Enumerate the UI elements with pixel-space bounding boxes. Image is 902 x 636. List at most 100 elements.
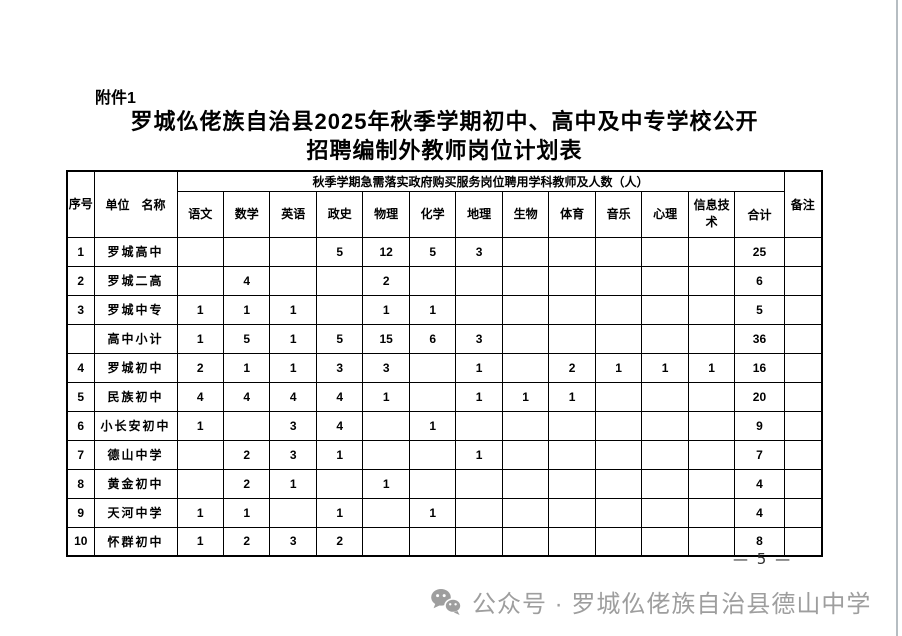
table-header-row-2: 语文 数学 英语 政史 物理 化学 地理 生物 体育 音乐 心理 信息技术 合计	[67, 190, 822, 238]
cell-value: 1	[408, 497, 457, 528]
cell-value: 1	[176, 526, 224, 557]
cell-total: 4	[734, 468, 785, 499]
cell-value	[455, 497, 503, 528]
header-subject-7: 地理	[455, 190, 503, 238]
header-subject-1: 语文	[176, 190, 224, 238]
cell-unit: 罗城中专	[93, 294, 178, 325]
header-subject-4: 政史	[315, 190, 364, 238]
cell-total: 25	[734, 236, 785, 267]
cell-unit: 罗城初中	[93, 352, 178, 383]
cell-value	[455, 265, 503, 296]
cell-value: 1	[501, 381, 550, 412]
table-row: 10 怀群初中 1 2 3 2 8	[66, 526, 823, 557]
cell-value	[176, 468, 224, 499]
header-subject-5: 物理	[362, 190, 410, 238]
header-subject-2: 数学	[222, 190, 271, 238]
cell-value	[408, 468, 457, 499]
cell-value: 1	[362, 381, 410, 412]
cell-value: 3	[269, 410, 317, 441]
cell-value	[269, 236, 317, 267]
header-subject-9: 体育	[548, 190, 596, 238]
cell-remark	[783, 497, 823, 528]
cell-value	[594, 265, 643, 296]
header-subject-12: 信息技术	[687, 190, 736, 238]
cell-value	[687, 294, 736, 325]
cell-remark	[783, 468, 823, 499]
page-title-line1: 罗城仫佬族自治县2025年秋季学期初中、高中及中专学校公开	[130, 109, 759, 134]
cell-value	[687, 439, 736, 470]
cell-value: 6	[408, 323, 457, 354]
cell-remark	[783, 526, 823, 557]
cell-value: 1	[408, 410, 457, 441]
cell-seq: 8	[66, 468, 95, 499]
cell-value	[315, 265, 364, 296]
cell-value: 1	[176, 410, 224, 441]
cell-seq: 6	[66, 410, 95, 441]
cell-seq: 5	[66, 381, 95, 412]
cell-value: 4	[315, 381, 364, 412]
cell-unit: 罗城高中	[93, 236, 178, 267]
cell-value	[594, 323, 643, 354]
page-title-line2: 招聘编制外教师岗位计划表	[306, 138, 583, 163]
table-row: 6 小长安初中 1 3 4 1 9	[66, 410, 823, 441]
cell-value	[455, 526, 503, 557]
page-edge-divider	[896, 0, 898, 636]
cell-value: 5	[408, 236, 457, 267]
cell-value: 1	[176, 323, 224, 354]
table-row: 4 罗城初中 2 1 1 3 3 1 2 1 1 1 16	[66, 352, 823, 383]
cell-value	[594, 236, 643, 267]
header-subject-8: 生物	[501, 190, 550, 238]
cell-value: 1	[222, 352, 271, 383]
cell-value: 1	[687, 352, 736, 383]
cell-value	[687, 323, 736, 354]
cell-value: 15	[362, 323, 410, 354]
cell-value	[687, 236, 736, 267]
cell-value: 1	[548, 381, 596, 412]
cell-value	[641, 439, 689, 470]
cell-value: 1	[222, 294, 271, 325]
cell-value: 1	[222, 497, 271, 528]
cell-value	[594, 526, 643, 557]
cell-value	[362, 526, 410, 557]
cell-value	[641, 526, 689, 557]
table-row: 高中小计 1 5 1 5 15 6 3 36	[66, 323, 823, 354]
cell-value	[269, 265, 317, 296]
cell-unit: 民族初中	[93, 381, 178, 412]
cell-seq: 4	[66, 352, 95, 383]
cell-value	[222, 236, 271, 267]
cell-value: 1	[176, 497, 224, 528]
cell-total: 20	[734, 381, 785, 412]
table-header-row-1: 序号 单位 名称 秋季学期急需落实政府购买服务岗位聘用学科教师及人数（人） 备注	[66, 170, 823, 238]
cell-value: 2	[362, 265, 410, 296]
cell-total: 9	[734, 410, 785, 441]
cell-value: 3	[455, 236, 503, 267]
cell-value: 4	[222, 381, 271, 412]
cell-value	[687, 410, 736, 441]
cell-value	[176, 236, 224, 267]
page-title: 罗城仫佬族自治县2025年秋季学期初中、高中及中专学校公开 招聘编制外教师岗位计…	[66, 107, 823, 165]
cell-value	[501, 410, 550, 441]
cell-value	[594, 294, 643, 325]
cell-unit: 怀群初中	[93, 526, 178, 557]
cell-unit: 黄金初中	[93, 468, 178, 499]
cell-value	[641, 323, 689, 354]
cell-value	[408, 352, 457, 383]
wechat-footer: 公众号 · 罗城仫佬族自治县德山中学	[430, 584, 871, 619]
cell-value	[501, 352, 550, 383]
cell-value	[501, 439, 550, 470]
cell-remark	[783, 410, 823, 441]
header-seq: 序号	[66, 170, 95, 238]
header-subject-6: 化学	[408, 190, 457, 238]
cell-value	[687, 265, 736, 296]
cell-value: 2	[222, 468, 271, 499]
cell-total: 4	[734, 497, 785, 528]
cell-value: 3	[362, 352, 410, 383]
cell-value: 1	[269, 294, 317, 325]
cell-value	[687, 381, 736, 412]
cell-value: 1	[176, 294, 224, 325]
cell-unit: 罗城二高	[93, 265, 178, 296]
header-subject-3: 英语	[269, 190, 317, 238]
cell-remark	[783, 294, 823, 325]
page-number: — 5 —	[733, 550, 793, 568]
cell-value: 5	[222, 323, 271, 354]
